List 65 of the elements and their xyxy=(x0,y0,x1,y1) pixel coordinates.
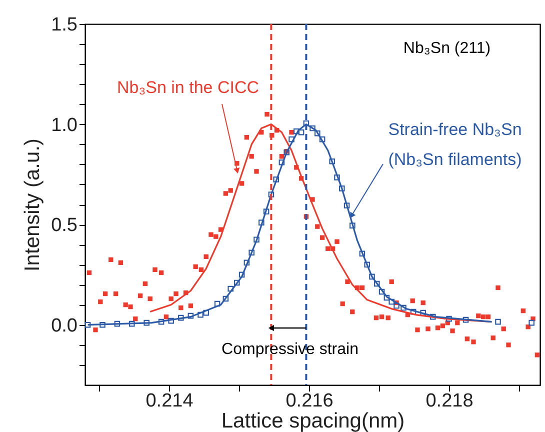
x-tick-label: 0.218 xyxy=(426,390,474,412)
point xyxy=(374,280,380,287)
text: Strain-free Nb₃Sn (Nb₃Sn filaments) xyxy=(388,120,522,169)
point xyxy=(203,310,209,316)
point xyxy=(388,298,394,305)
annotation: Compressive strain xyxy=(222,341,358,358)
point xyxy=(263,208,270,214)
point xyxy=(198,312,204,318)
point xyxy=(238,272,245,278)
point xyxy=(298,129,304,136)
point xyxy=(410,308,416,315)
point xyxy=(258,220,264,226)
x-tick-label: 0.216 xyxy=(286,390,334,412)
point xyxy=(303,120,310,126)
point xyxy=(244,260,250,266)
point xyxy=(446,316,452,322)
point xyxy=(288,136,294,142)
point xyxy=(378,288,385,295)
point xyxy=(420,310,426,316)
point xyxy=(278,159,285,166)
point xyxy=(273,176,279,182)
point xyxy=(334,174,340,180)
point xyxy=(319,136,326,142)
point xyxy=(85,322,91,328)
point xyxy=(100,322,106,328)
point xyxy=(528,320,534,326)
point xyxy=(294,128,300,134)
point xyxy=(222,296,229,302)
point xyxy=(214,300,220,307)
x-axis-title: Lattice spacing(nm) xyxy=(221,410,405,432)
point xyxy=(495,318,501,325)
x-tick-label: 0.214 xyxy=(146,390,194,412)
point xyxy=(168,318,174,324)
point xyxy=(339,186,345,192)
point xyxy=(400,304,406,311)
y-axis-title: Intensity (a.u.) xyxy=(21,138,44,272)
point xyxy=(188,312,194,319)
point xyxy=(158,318,164,325)
point xyxy=(430,314,436,320)
point xyxy=(234,280,240,286)
point xyxy=(228,286,234,292)
series-label: Nb₃Sn in the CICC xyxy=(116,78,260,97)
y-tick-label: 0.0 xyxy=(51,315,78,336)
point xyxy=(364,262,370,268)
y-tick-label: 0.5 xyxy=(51,215,78,236)
point xyxy=(310,125,316,132)
point xyxy=(114,320,120,327)
point xyxy=(369,274,375,280)
point xyxy=(248,250,254,256)
point xyxy=(329,158,335,164)
point xyxy=(344,202,350,208)
point xyxy=(314,130,320,136)
point xyxy=(178,314,184,321)
point xyxy=(394,302,400,309)
point xyxy=(129,320,135,327)
annotation: Nb₃Sn (211) xyxy=(403,40,491,57)
point xyxy=(350,222,356,228)
point xyxy=(144,320,150,326)
y-tick-label: 1.0 xyxy=(51,114,78,136)
point xyxy=(359,250,366,257)
point xyxy=(268,192,274,198)
point xyxy=(462,316,469,323)
point xyxy=(254,236,260,242)
point xyxy=(384,294,390,301)
y-tick-label: 1.5 xyxy=(51,14,78,36)
